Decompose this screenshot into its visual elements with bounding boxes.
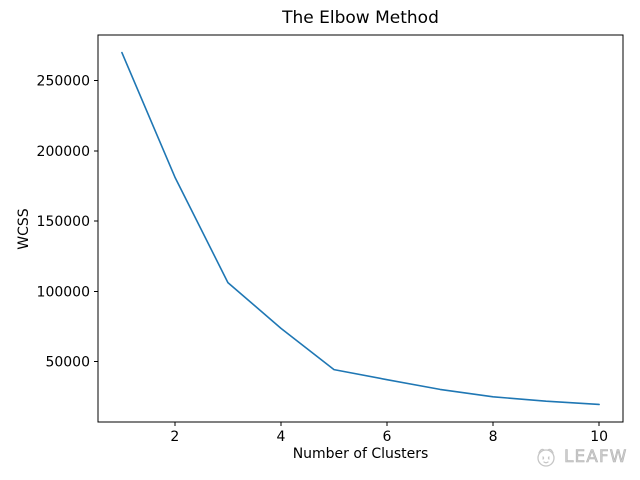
y-tick-label: 100000 xyxy=(37,284,90,300)
watermark: LEAFW xyxy=(534,443,640,471)
y-tick-label: 50000 xyxy=(45,355,90,371)
leafw-logo-icon xyxy=(537,448,555,467)
chart-title: The Elbow Method xyxy=(282,8,439,28)
x-tick-label: 6 xyxy=(383,429,392,445)
y-axis-label: WCSS xyxy=(16,208,32,250)
x-tick-label: 2 xyxy=(170,429,179,445)
x-axis-label: Number of Clusters xyxy=(292,446,429,462)
x-tick-label: 8 xyxy=(489,429,498,445)
y-tick-label: 200000 xyxy=(37,144,90,160)
axes-frame xyxy=(97,34,624,423)
y-tick-label: 150000 xyxy=(37,214,90,230)
y-tick-label: 250000 xyxy=(37,74,90,90)
x-tick-label: 10 xyxy=(590,429,608,445)
x-tick-label: 4 xyxy=(276,429,285,445)
wcss-line-series xyxy=(121,51,600,406)
watermark-text: LEAFW xyxy=(564,447,628,468)
